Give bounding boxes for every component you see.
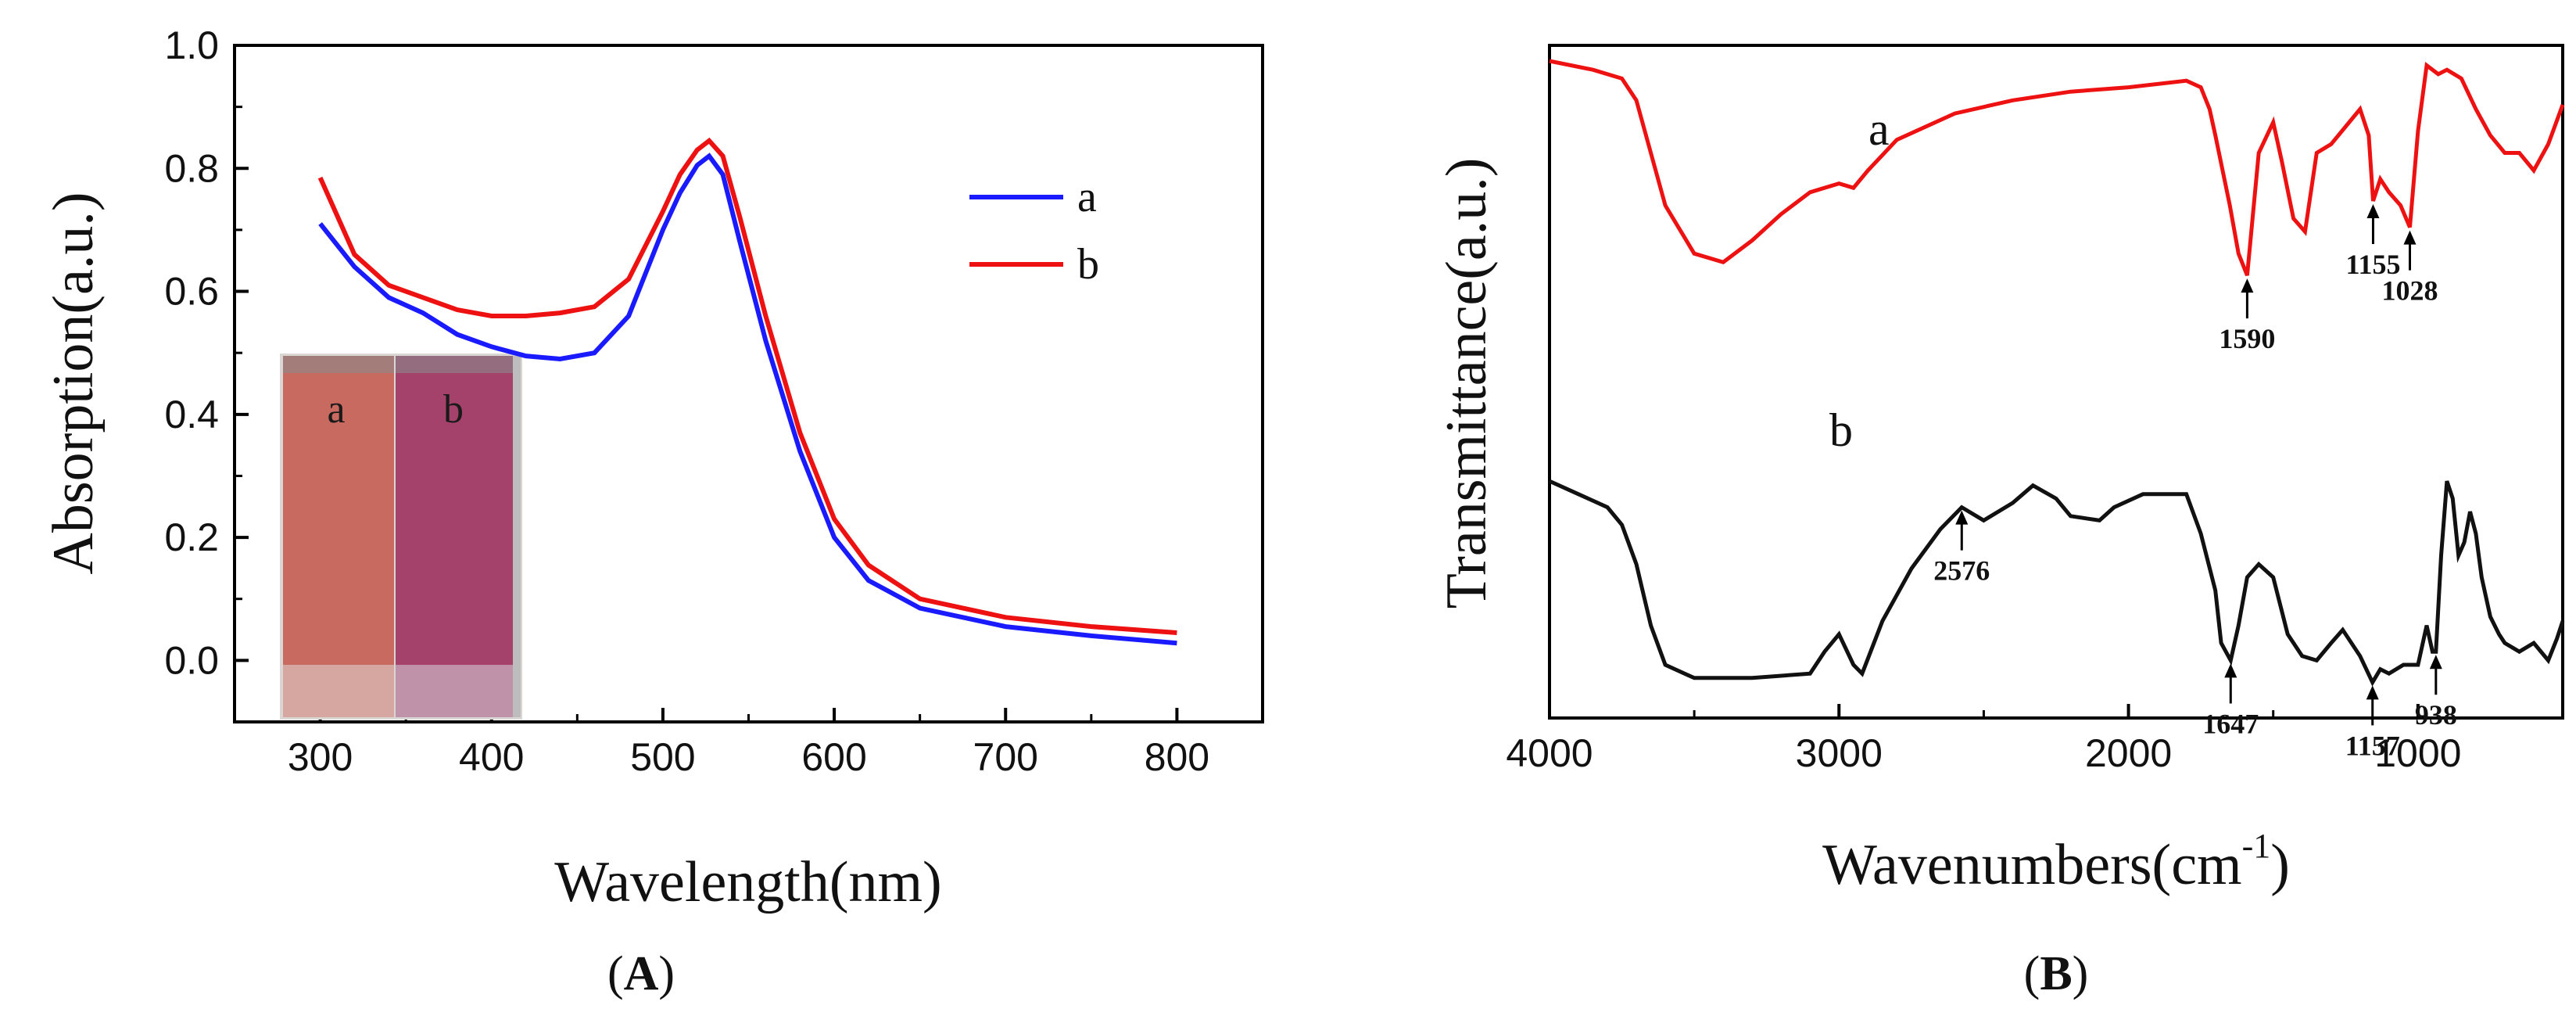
peak-label: 1155 (2345, 249, 2400, 280)
panel-a-x-ticks: 300 400 500 600 700 800 (233, 708, 1264, 779)
x-tick-label: 800 (1145, 735, 1209, 779)
annotation-arrowhead (1955, 510, 1969, 525)
x-axis-title-text: Wavenumbers(cm (1822, 833, 2242, 897)
panel-b-x-ticks: 4000 3000 2000 1000 (1506, 704, 2564, 775)
panel-a-y-axis-title: Absorption(a.u.) (41, 192, 106, 574)
panel-a-label: (A) (607, 947, 675, 1000)
x-tick-label: 2000 (2085, 731, 2172, 775)
series-a-absorption-line (318, 153, 1177, 646)
legend-label-a: a (1077, 173, 1097, 221)
x-tick-label: 600 (801, 735, 866, 779)
legend: a b (969, 173, 1099, 289)
series-a-ir-spectrum (1549, 59, 2565, 277)
cuvette-a (283, 356, 394, 717)
annotation-arrowhead (2224, 663, 2237, 678)
x-tick-label: 700 (973, 735, 1038, 779)
curve-label-b: b (1829, 404, 1853, 456)
inset-label-a: a (327, 387, 345, 432)
panel-b-x-axis-title: Wavenumbers(cm-1) (1822, 827, 2290, 897)
annotation-arrowhead (2403, 230, 2417, 245)
annotation-arrowhead (2429, 655, 2442, 670)
x-tick-label: 1000 (2374, 731, 2461, 775)
annotation-arrowhead (2366, 204, 2380, 219)
panel-b-label: (B) (2024, 947, 2089, 1000)
peak-label: 2576 (1933, 555, 1990, 587)
legend-label-b: b (1077, 240, 1099, 289)
annotation-arrowhead (2241, 278, 2254, 293)
panel-b-y-axis-title: Transmittance(a.u.) (1435, 158, 1499, 609)
y-tick-label: 0.2 (164, 515, 219, 559)
panel-b-letter: B (2040, 947, 2072, 1000)
panel-b-frame (1548, 44, 2564, 720)
y-tick-label: 0.0 (164, 638, 219, 682)
inset-label-b: b (443, 387, 464, 432)
y-tick-label: 0.4 (164, 393, 219, 436)
x-tick-label: 500 (630, 735, 695, 779)
x-tick-label: 300 (288, 735, 353, 779)
peak-label: 1590 (2219, 323, 2275, 354)
y-tick-label: 0.6 (164, 270, 219, 314)
x-axis-title-superscript: -1 (2242, 827, 2271, 865)
x-axis-title-suffix: ) (2270, 833, 2290, 897)
panel-a-x-axis-title: Wavelength(nm) (554, 850, 941, 914)
panel-a-letter: A (624, 947, 659, 1000)
peak-label: 1157 (2345, 730, 2400, 761)
cuvette-inset-photo: a b (280, 354, 522, 720)
series-b-absorption-line (317, 137, 1177, 635)
series-b-ir-spectrum (1548, 479, 2565, 687)
peak-label: 1028 (2381, 275, 2438, 307)
y-tick-label: 0.8 (164, 146, 219, 190)
x-tick-label: 400 (459, 735, 524, 779)
annotation-arrowhead (2366, 685, 2379, 700)
panel-b: 4000 3000 2000 1000 a b 2576 1647 1157 938 1590… (1435, 44, 2565, 1000)
cuvette-b (396, 356, 513, 717)
curve-label-a: a (1868, 103, 1890, 155)
x-tick-label: 4000 (1506, 731, 1593, 775)
peak-label: 938 (2415, 699, 2457, 731)
x-tick-label: 3000 (1796, 731, 1883, 775)
y-tick-label: 1.0 (164, 23, 219, 67)
panel-a: 300 400 500 600 700 800 0.0 0.2 0.4 0.6 0.8 1.0 a … (41, 23, 1264, 1000)
peak-label: 1647 (2202, 708, 2259, 739)
panel-a-y-ticks: 0.0 0.2 0.4 0.6 0.8 1.0 (164, 23, 249, 723)
